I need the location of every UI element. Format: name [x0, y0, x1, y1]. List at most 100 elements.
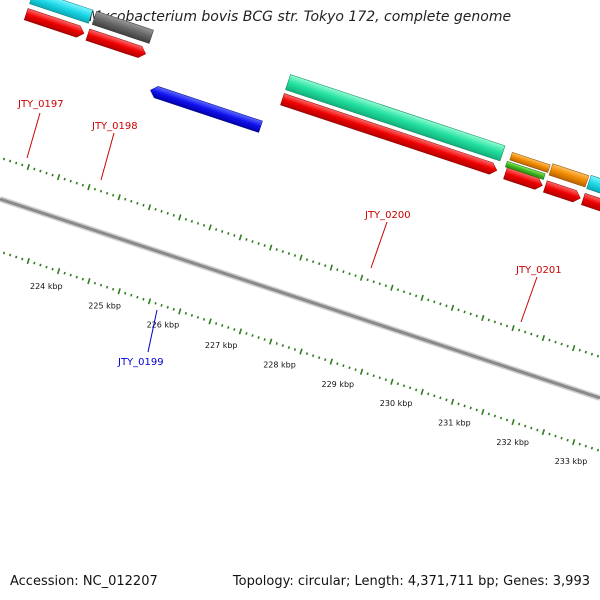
outer-scale-tick-7 — [39, 169, 42, 173]
inner-scale-tick-87 — [524, 424, 527, 428]
gene-features — [23, 0, 600, 229]
gene-label-jty0199[interactable]: JTY_0199 — [117, 357, 164, 368]
gene-label-leader-jty0198 — [100, 132, 115, 181]
gene-labels: JTY_0197 JTY_0198 JTY_0199 JTY_0200 JTY_… — [17, 99, 562, 368]
outer-scale-tick-81 — [487, 318, 490, 322]
inner-scale-tick-79 — [475, 408, 478, 412]
inner-scale-ticks — [2, 251, 600, 452]
outer-scale-tick-62 — [372, 280, 375, 284]
gene-label-jty0198[interactable]: JTY_0198 — [91, 121, 138, 132]
gene-label-jty0201[interactable]: JTY_0201 — [515, 265, 562, 276]
outer-scale-tick-58 — [348, 272, 351, 276]
scale-label-4: 228 kbp — [263, 360, 296, 369]
inner-scale-tick-38 — [227, 326, 230, 329]
inner-scale-tick-89 — [536, 428, 539, 432]
outer-scale-tick-22 — [130, 199, 133, 203]
outer-scale-tick-78 — [469, 312, 472, 316]
outer-scale-tick-38 — [227, 232, 230, 235]
outer-scale-tick-31 — [184, 217, 187, 221]
inner-scale-tick-37 — [221, 324, 224, 327]
gene-feature-jty0203 — [586, 175, 600, 215]
outer-scale-tick-61 — [366, 278, 369, 282]
outer-scale-tick-41 — [245, 238, 248, 241]
feature-track-reverse-genes — [150, 86, 263, 133]
outer-scale-tick-10 — [56, 174, 61, 181]
genome-backbone-shade — [0, 197, 600, 400]
inner-scale-tick-58 — [348, 366, 351, 370]
outer-scale-tick-33 — [196, 222, 200, 225]
outer-scale-tick-19 — [112, 193, 115, 197]
outer-scale-tick-95 — [572, 345, 576, 352]
accession-text: Accession: NC_012207 — [10, 574, 158, 589]
outer-scale-tick-37 — [221, 230, 224, 233]
outer-scale-tick-69 — [415, 294, 418, 298]
outer-scale-tick-87 — [524, 330, 527, 334]
inner-scale-tick-40 — [238, 328, 243, 335]
inner-scale-tick-16 — [93, 281, 97, 285]
inner-scale-tick-30 — [178, 308, 182, 315]
inner-scale-tick-56 — [336, 362, 339, 366]
outer-scale-tick-89 — [536, 334, 539, 338]
inner-scale-tick-63 — [378, 376, 381, 380]
inner-scale-tick-97 — [584, 444, 587, 448]
outer-scale-tick-91 — [548, 338, 551, 342]
outer-scale-tick-52 — [311, 260, 315, 264]
outer-scale-tick-71 — [427, 298, 430, 302]
scale-label-6: 230 kbp — [380, 399, 413, 408]
inner-scale-tick-52 — [311, 354, 315, 358]
outer-scale-tick-93 — [560, 342, 563, 346]
cds-feature-jty0202 — [543, 180, 581, 203]
inner-scale-tick-28 — [166, 305, 169, 309]
inner-scale-tick-50 — [299, 348, 303, 355]
inner-scale-tick-64 — [384, 378, 387, 382]
inner-scale-tick-54 — [324, 358, 327, 362]
inner-scale-tick-88 — [530, 426, 533, 430]
outer-scale-tick-44 — [263, 244, 266, 247]
inner-scale-tick-32 — [190, 313, 194, 317]
inner-scale-tick-61 — [366, 372, 369, 376]
inner-scale-tick-26 — [154, 301, 157, 305]
cds-feature-jty0200 — [280, 93, 498, 175]
inner-scale-tick-35 — [208, 318, 212, 325]
scale-label-3: 227 kbp — [205, 341, 238, 350]
gene-label-jty0200[interactable]: JTY_0200 — [364, 210, 411, 221]
outer-scale-tick-84 — [505, 324, 509, 328]
gene-label-leader-jty0199 — [147, 309, 158, 353]
inner-scale-tick-5 — [26, 257, 30, 265]
inner-scale-tick-72 — [433, 394, 436, 398]
cds-feature-jty0196 — [23, 8, 85, 38]
outer-scale-tick-45 — [269, 244, 273, 251]
outer-scale-tick-35 — [208, 224, 212, 231]
cds-feature-jty0203 — [581, 193, 600, 229]
scale-label-8: 232 kbp — [496, 438, 529, 447]
inner-scale-tick-25 — [147, 298, 152, 305]
inner-scale-tick-39 — [233, 328, 236, 331]
gene-label-jty0197[interactable]: JTY_0197 — [17, 99, 64, 110]
outer-scale-tick-39 — [233, 234, 236, 237]
outer-scale-tick-92 — [554, 340, 557, 344]
inner-scale-tick-31 — [184, 311, 187, 315]
inner-scale-tick-75 — [450, 398, 455, 405]
inner-scale-tick-45 — [269, 338, 273, 345]
scale-label-1: 225 kbp — [88, 301, 121, 310]
gene-feature-jty0201a — [509, 152, 551, 173]
inner-scale-tick-67 — [402, 384, 406, 388]
inner-scale-tick-77 — [463, 404, 466, 408]
outer-scale-tick-76 — [457, 308, 460, 312]
outer-scale-tick-26 — [154, 207, 157, 211]
outer-scale-tick-66 — [396, 288, 400, 292]
inner-scale-tick-98 — [590, 446, 594, 450]
inner-scale-tick-85 — [511, 418, 515, 426]
outer-scale-tick-90 — [541, 334, 546, 342]
outer-scale-tick-56 — [336, 268, 339, 272]
outer-scale-tick-65 — [390, 284, 394, 291]
feature-track-forward-cds — [23, 8, 600, 229]
outer-scale-tick-51 — [305, 258, 309, 261]
inner-scale-tick-27 — [160, 303, 163, 307]
outer-scale-tick-4 — [21, 163, 24, 167]
inner-scale-tick-48 — [287, 346, 291, 349]
inner-scale-tick-51 — [305, 352, 309, 355]
inner-scale-tick-22 — [130, 293, 133, 297]
inner-scale-tick-82 — [493, 414, 497, 418]
